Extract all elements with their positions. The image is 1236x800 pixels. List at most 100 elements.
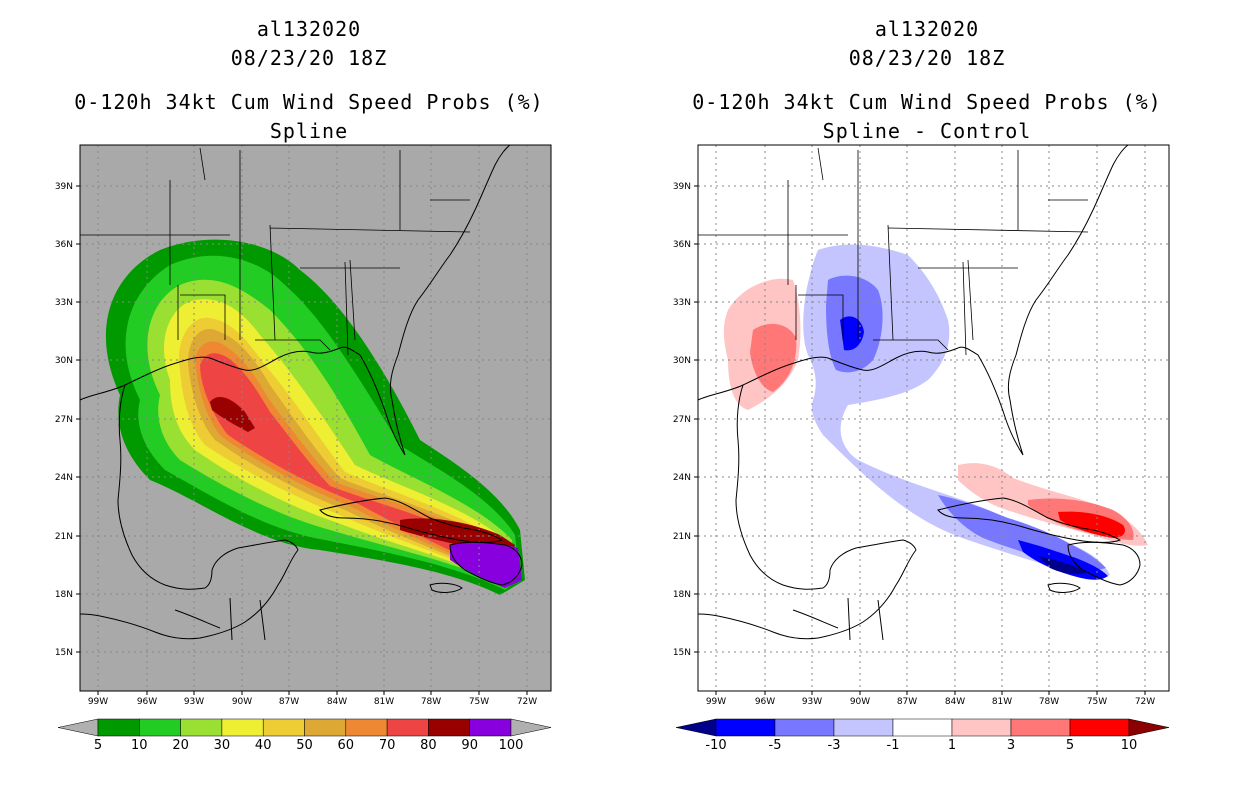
legend-label: 3 (1007, 738, 1015, 753)
difference-map: 39N 36N 33N 30N 27N 24N 21N 18N 15N 99W 96W 93W 90W… (673, 144, 1170, 753)
latitude-label: 24N (55, 473, 73, 483)
product-title: 0-120h 34kt Cum Wind Speed Probs (%) (74, 90, 544, 114)
legend-label: 90 (461, 738, 478, 753)
longitude-label: 87W (897, 697, 917, 707)
latitude-label: 21N (673, 532, 691, 542)
difference-contours (723, 244, 1148, 580)
legend-label: 60 (338, 738, 355, 753)
latitude-label: 24N (673, 473, 691, 483)
product-title: 0-120h 34kt Cum Wind Speed Probs (%) (692, 90, 1162, 114)
latitude-label: 30N (673, 356, 691, 366)
map-background (698, 145, 1169, 691)
storm-id: al132020 (874, 17, 980, 41)
latitude-label: 18N (55, 590, 73, 600)
probability-map: 39N 36N 33N 30N 27N 24N 21N 18N 15N 99W 96W 93W 90W… (55, 144, 552, 753)
longitude-label: 84W (327, 697, 347, 707)
legend-arrow-low (57, 718, 99, 737)
legend-label: 40 (255, 738, 272, 753)
longitude-label: 84W (945, 697, 965, 707)
right-panel: al132020 08/23/20 18Z 0-120h 34kt Cum Wi… (618, 0, 1236, 800)
legend-swatch (428, 718, 470, 737)
legend-label: 1 (948, 738, 956, 753)
legend-swatch (180, 718, 223, 737)
longitude-label: 99W (88, 697, 108, 707)
latitude-label: 33N (673, 298, 691, 308)
legend-label: 70 (379, 738, 396, 753)
legend-label: 50 (296, 738, 313, 753)
legend-swatch (892, 718, 953, 737)
longitude-labels: 99W 96W 93W 90W 87W 84W 81W 78W 75W 72W (88, 691, 537, 707)
legend-swatch (469, 718, 512, 737)
legend-label: -1 (887, 738, 900, 753)
legend-swatch (221, 718, 264, 737)
legend-arrow-low (675, 718, 717, 737)
legend-swatch (262, 718, 305, 737)
longitude-label: 75W (469, 697, 489, 707)
legend-swatch (715, 718, 776, 737)
longitude-label: 93W (184, 697, 204, 707)
probability-contours (105, 239, 525, 595)
longitude-label: 78W (1039, 697, 1059, 707)
coastlines (697, 144, 1141, 641)
forecast-datetime: 08/23/20 18Z (848, 46, 1006, 70)
longitude-label: 72W (517, 697, 537, 707)
panel-subtitle: Spline - Control (822, 119, 1032, 143)
latitude-label: 39N (55, 182, 73, 192)
legend-label: 100 (499, 738, 524, 753)
longitude-label: 90W (232, 697, 252, 707)
map-frame (697, 144, 1170, 692)
legend-swatch (345, 718, 388, 737)
legend-label: -5 (769, 738, 782, 753)
latitude-label: 33N (55, 298, 73, 308)
latitude-label: 15N (55, 648, 73, 658)
latitude-label: 30N (55, 356, 73, 366)
legend-swatch (1069, 718, 1130, 737)
legend-label: 10 (1121, 738, 1138, 753)
legend-label: 20 (172, 738, 189, 753)
longitude-labels: 99W 96W 93W 90W 87W 84W 81W 78W 75W 72W (706, 691, 1155, 707)
legend-label: 5 (94, 738, 102, 753)
latitude-label: 39N (673, 182, 691, 192)
longitude-label: 87W (279, 697, 299, 707)
legend-label: 80 (420, 738, 437, 753)
longitude-label: 90W (850, 697, 870, 707)
lat-lon-grid (80, 145, 551, 691)
legend-label: 5 (1066, 738, 1074, 753)
legend-swatch (1010, 718, 1071, 737)
map-frame (79, 144, 552, 692)
latitude-label: 27N (673, 415, 691, 425)
storm-id: al132020 (256, 17, 362, 41)
longitude-label: 96W (137, 697, 157, 707)
left-panel: al132020 08/23/20 18Z 0-120h 34kt Cum Wi… (55, 17, 552, 753)
latitude-label: 36N (55, 240, 73, 250)
latitude-label: 36N (673, 240, 691, 250)
color-legend: 5 10 20 30 40 50 60 70 80 90 100 (57, 718, 552, 753)
longitude-label: 81W (992, 697, 1012, 707)
longitude-label: 99W (706, 697, 726, 707)
latitude-label: 15N (673, 648, 691, 658)
legend-label: -3 (828, 738, 841, 753)
latitude-label: 21N (55, 532, 73, 542)
longitude-label: 72W (1135, 697, 1155, 707)
legend-swatch (951, 718, 1012, 737)
longitude-label: 75W (1087, 697, 1107, 707)
legend-swatch (97, 718, 140, 737)
latitude-label: 18N (673, 590, 691, 600)
legend-arrow-high (510, 718, 552, 737)
lat-lon-grid (698, 145, 1169, 691)
legend-swatch (304, 718, 347, 737)
political-borders (698, 147, 1089, 356)
latitude-labels: 39N 36N 33N 30N 27N 24N 21N 18N 15N (673, 182, 698, 658)
political-borders (80, 147, 471, 356)
legend-swatch (774, 718, 835, 737)
coastlines (79, 144, 523, 641)
longitude-label: 78W (421, 697, 441, 707)
color-legend: -10 -5 -3 -1 1 3 5 10 (675, 718, 1170, 753)
legend-label: 10 (131, 738, 148, 753)
longitude-label: 81W (374, 697, 394, 707)
longitude-label: 96W (755, 697, 775, 707)
panel-subtitle: Spline (269, 119, 349, 143)
longitude-label: 93W (802, 697, 822, 707)
latitude-label: 27N (55, 415, 73, 425)
legend-label: 30 (214, 738, 231, 753)
